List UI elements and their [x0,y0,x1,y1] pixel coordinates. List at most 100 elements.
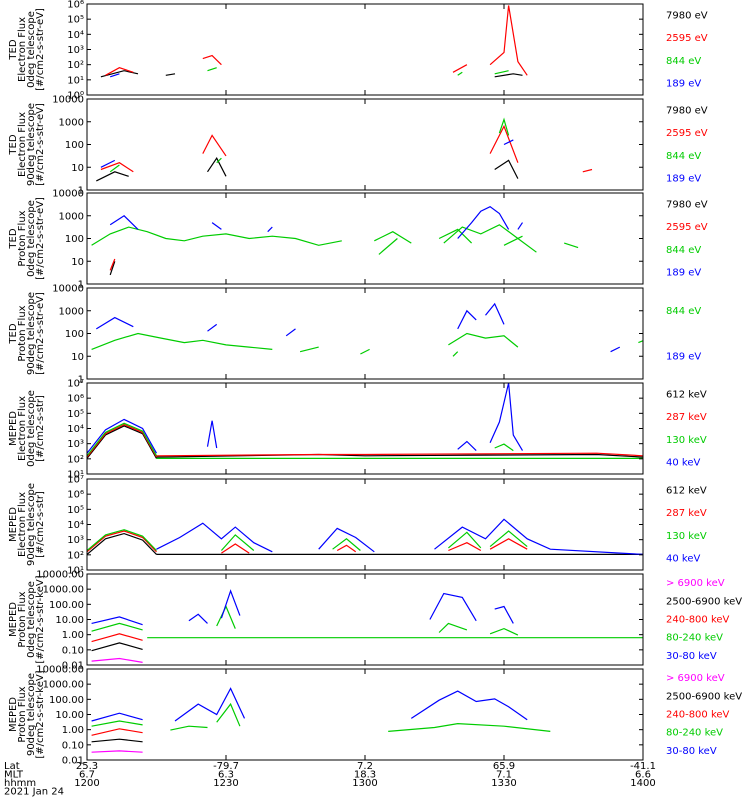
series-trace-5-4 [717,722,736,725]
series-trace-4-6 [722,220,731,227]
y-tick-label: 10⁶ [67,0,84,11]
legend-entry: 189 eV [666,351,701,362]
y-tick-label: 1.00 [62,725,84,736]
series-trace-5-2 [174,687,246,722]
y-axis-label-line: TED [8,39,19,60]
y-tick-label: 100 [65,234,84,245]
y-axis-label-line: 0deg telescope [26,200,37,277]
y-axis-label-line: TED [8,228,19,249]
series-trace-3-1 [87,529,157,551]
legend-entry: 40 keV [666,554,700,565]
time-axis-value: 1230 [213,778,238,789]
panel-traces [87,518,736,556]
panel-traces [96,117,593,182]
y-axis-label-line: MEPED [8,602,19,637]
series-trace-3-3 [498,117,510,136]
series-trace-4-3 [457,440,477,452]
time-axis-value: 65.9 [493,761,515,772]
panel-frame [86,287,644,380]
y-axis-label-line: 90deg telescope [26,483,37,566]
series-trace-3-6 [717,545,726,549]
series-trace-4-2 [170,725,208,731]
series-trace-2-1 [87,423,158,458]
series-trace-3-2 [457,71,463,76]
y-tick-label: 1000.00 [43,585,84,596]
series-trace-4-1 [156,522,273,553]
series-trace-1-5 [448,332,519,348]
series-trace-4-1 [87,418,158,454]
series-trace-2-6 [713,545,736,550]
series-trace-1-3 [494,159,519,179]
y-axis-label-line: MEPED [8,411,19,446]
y-tick-label: 10 [71,163,84,174]
series-trace-4-3 [216,605,236,629]
series-trace-3-1 [91,633,143,643]
series-trace-3-2 [220,534,255,551]
time-axis: Lat 25.3 -79.7 7.2 65.9 -41.1 MLT 6.7 6.3 18.3 7.1… [4,761,656,798]
y-axis-label-line: Proton Flux [17,210,28,266]
legend-entry: 7980 eV [666,199,708,210]
y-tick-label: 10⁵ [67,15,84,26]
series-trace-5-3 [220,589,241,619]
series-trace-2-4 [489,5,528,76]
y-tick-label: 10³ [67,535,84,546]
series-trace-2-1 [91,738,143,743]
y-axis-label-line: MEPED [8,697,19,732]
series-trace-3-6 [443,224,537,253]
y-tick-label: 10⁵ [67,409,84,420]
series-trace-2-2 [202,134,227,157]
y-axis-label-line: MEPED [8,507,19,542]
y-tick-label: 1 [78,280,84,291]
y-axis-label-line: Electron Flux [17,396,28,461]
y-tick-label: 1000 [59,117,84,128]
legend-entry: 844 eV [666,151,701,162]
series-trace-3-3 [438,228,473,244]
legend-entry: 240-800 keV [666,710,730,721]
time-axis-value: 1400 [630,778,655,789]
legend-entry: 844 eV [666,56,701,67]
time-axis-value: 1200 [74,778,99,789]
series-trace-5-5 [494,605,514,624]
y-axis-label-line: 90deg telescope [26,673,37,756]
y-tick-label: 10⁷ [67,475,84,486]
series-trace-2-2 [156,452,643,457]
y-tick-label: 10² [67,454,84,465]
y-axis-label-line: Proton Flux [17,305,28,361]
y-tick-label: 1 [78,375,84,386]
series-trace-4-5 [517,222,523,230]
series-trace-2-3 [336,544,357,553]
legend-entry: > 6900 keV [666,578,725,589]
series-trace-1-4 [452,351,459,357]
y-tick-label: 10000 [52,189,84,200]
time-axis-value: 1300 [352,778,377,789]
y-tick-label: 1.00 [62,630,84,641]
series-trace-4-1 [109,215,139,230]
series-trace-3-7 [564,242,579,249]
time-axis-row-label: hhmm [4,778,36,789]
y-tick-label: 10.00 [55,615,84,626]
panel-7: 0.01 0.10 1.00 10.00 100.00 1000.00 10000.00 ME… [8,570,742,672]
series-trace-2-4 [448,542,482,552]
series-trace-5-3 [410,690,528,721]
legend-entry: 189 eV [666,268,701,279]
series-trace-2-3 [703,444,740,453]
time-axis-value: 1330 [491,778,516,789]
series-trace-2-3 [489,124,519,163]
series-trace-4-2 [211,222,222,230]
y-tick-label: 10⁴ [67,30,84,41]
series-trace-3-1 [109,164,120,173]
time-axis-value: 25.3 [76,761,98,772]
y-tick-label: 1000 [59,306,84,317]
y-axis-label-line: [#/cm2-s-str-eV] [35,292,46,375]
y-axis-label-line: Electron Flux [17,492,28,557]
legend-entry: 40 keV [666,458,700,469]
legend-entry: 189 eV [666,79,701,90]
legend-entry: 2595 eV [666,222,708,233]
legend-entry: 844 eV [666,306,701,317]
series-trace-3-5 [489,530,528,548]
y-axis-label-line: 0deg telescope [26,390,37,467]
y-tick-label: 10¹ [67,75,84,86]
y-tick-label: 10000.00 [36,570,84,581]
series-trace-3-3 [494,443,514,452]
